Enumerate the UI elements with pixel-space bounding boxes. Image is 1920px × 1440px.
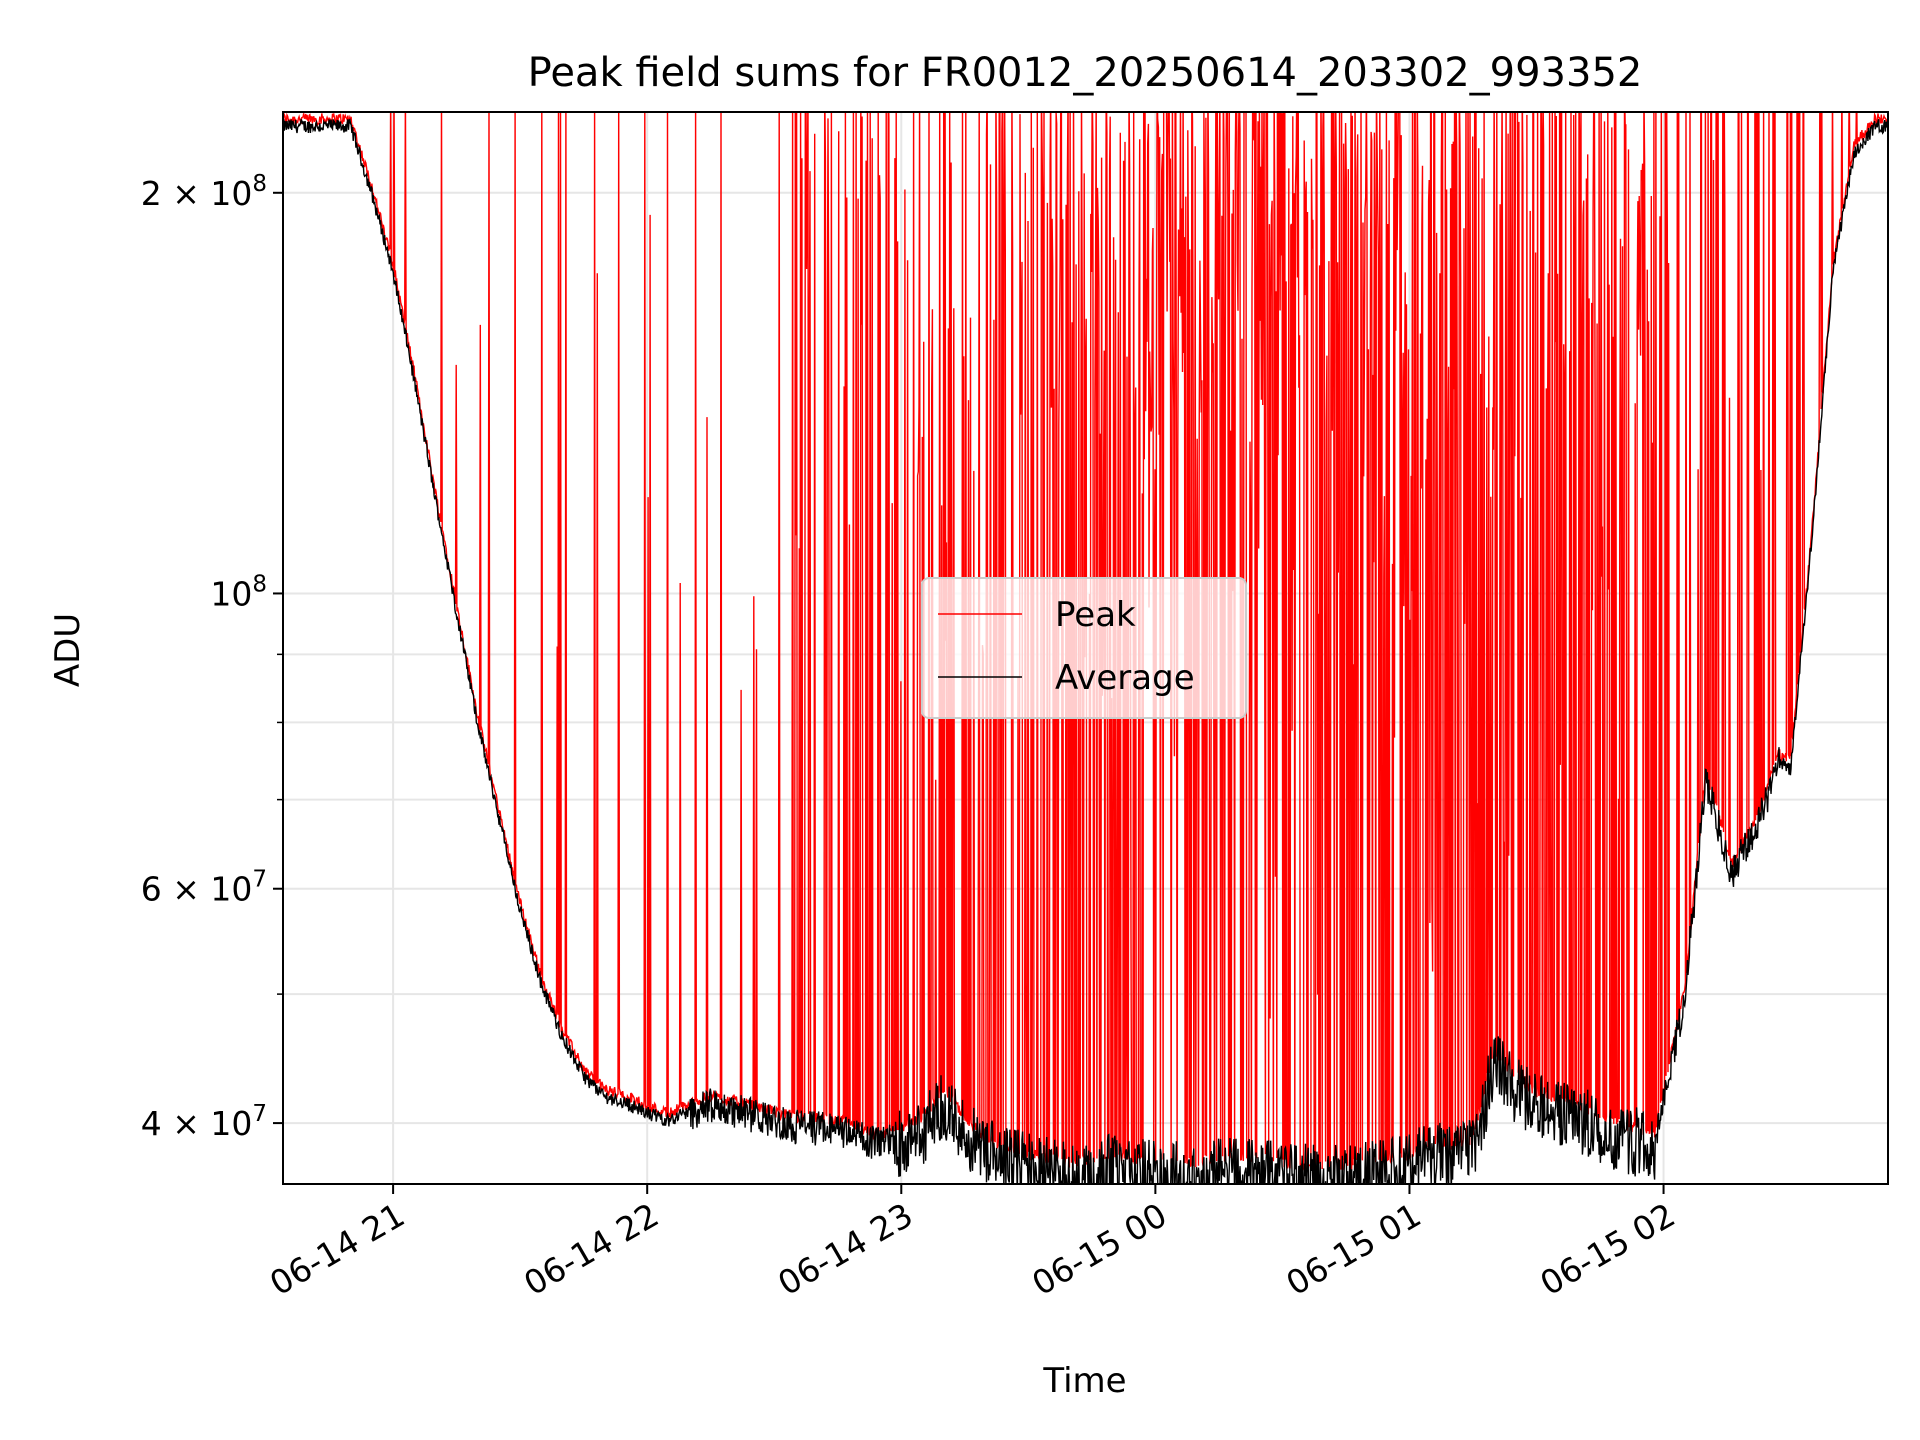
y-tick-label: 6 × 107 bbox=[141, 867, 267, 909]
chart-title: Peak field sums for FR0012_20250614_2033… bbox=[528, 50, 1643, 96]
y-tick-label: 2 × 108 bbox=[141, 171, 267, 213]
legend-label-average: Average bbox=[1055, 658, 1195, 698]
series-line-peak bbox=[283, 112, 1888, 1172]
plot-area-frame bbox=[282, 111, 1889, 1185]
legend: Peak Average bbox=[921, 577, 1247, 719]
series-line-average bbox=[283, 118, 1888, 1184]
y-axis-ticks: 4 × 107 6 × 107 108 2 × 108 bbox=[141, 171, 283, 1143]
x-axis-label: Time bbox=[1042, 1361, 1126, 1401]
legend-box bbox=[921, 577, 1247, 719]
y-axis-label: ADU bbox=[48, 613, 88, 687]
series-layer bbox=[283, 112, 1888, 1184]
y-tick-label: 4 × 107 bbox=[141, 1101, 267, 1143]
y-tick-label: 108 bbox=[210, 571, 267, 613]
legend-label-peak: Peak bbox=[1055, 595, 1136, 635]
